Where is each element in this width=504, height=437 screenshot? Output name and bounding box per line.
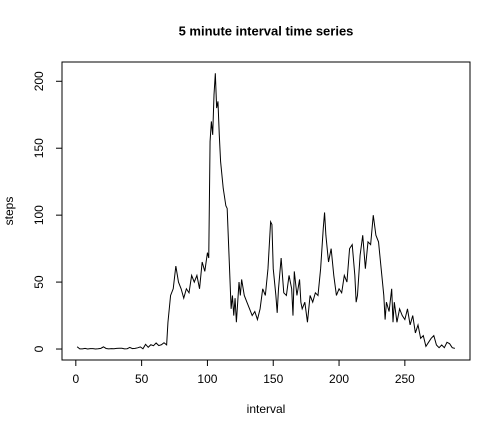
x-tick-label: 250: [395, 372, 415, 386]
plot-frame: [61, 61, 471, 361]
y-tick-label: 0: [32, 345, 46, 352]
y-axis-label: steps: [2, 197, 16, 226]
y-tick-label: 100: [32, 205, 46, 225]
y-tick-label: 200: [32, 71, 46, 91]
x-axis-label: interval: [247, 402, 286, 416]
x-tick-label: 100: [197, 372, 217, 386]
y-tick-label: 50: [32, 275, 46, 289]
y-tick-label: 150: [32, 138, 46, 158]
x-tick-label: 50: [135, 372, 149, 386]
x-tick-label: 0: [72, 372, 79, 386]
chart-title: 5 minute interval time series: [179, 23, 354, 38]
line-series: [76, 73, 455, 350]
x-tick-label: 200: [329, 372, 349, 386]
x-tick-label: 150: [263, 372, 283, 386]
